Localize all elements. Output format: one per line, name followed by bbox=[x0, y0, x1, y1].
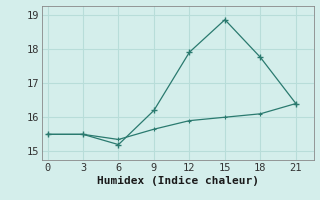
X-axis label: Humidex (Indice chaleur): Humidex (Indice chaleur) bbox=[97, 176, 259, 186]
